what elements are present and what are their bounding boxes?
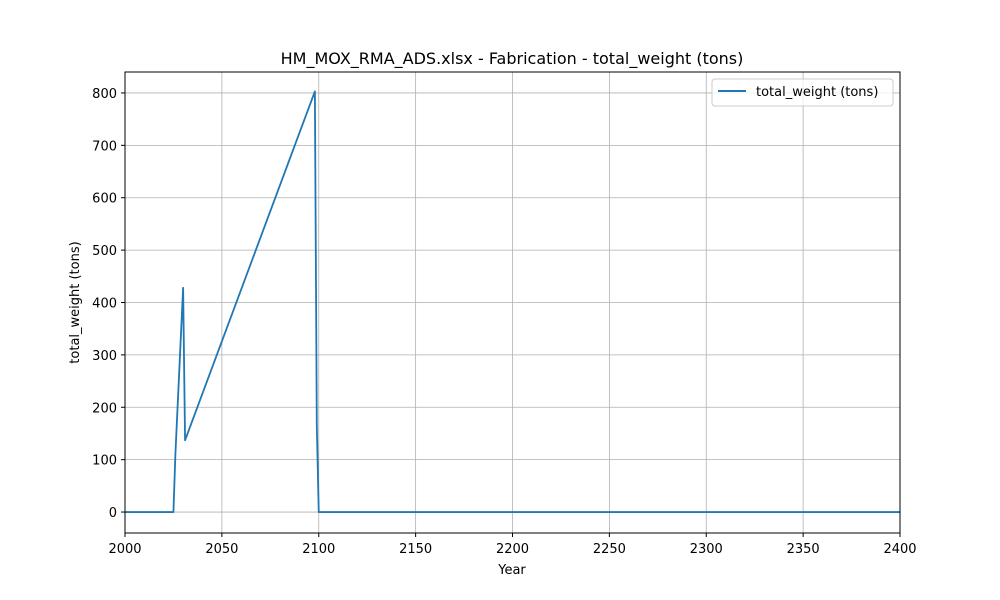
x-tick-label: 2400 bbox=[883, 542, 916, 557]
x-tick-label: 2100 bbox=[302, 542, 335, 557]
y-tick-label: 400 bbox=[92, 297, 117, 312]
x-axis: 2000 2050 2100 2150 2200 2250 2300 2350 2400 bbox=[108, 533, 917, 557]
x-axis-label: Year bbox=[497, 563, 526, 578]
x-tick-label: 2350 bbox=[787, 542, 820, 557]
y-tick-label: 0 bbox=[109, 506, 117, 521]
y-tick-label: 800 bbox=[92, 87, 117, 102]
legend-label: total_weight (tons) bbox=[756, 85, 878, 100]
y-tick-label: 700 bbox=[92, 139, 117, 154]
x-tick-label: 2300 bbox=[690, 542, 723, 557]
x-tick-label: 2050 bbox=[205, 542, 238, 557]
x-tick-label: 2000 bbox=[108, 542, 141, 557]
x-tick-label: 2250 bbox=[593, 542, 626, 557]
y-tick-label: 100 bbox=[92, 454, 117, 469]
x-tick-label: 2200 bbox=[496, 542, 529, 557]
y-tick-label: 600 bbox=[92, 192, 117, 207]
series-line bbox=[125, 90, 900, 513]
legend-box bbox=[711, 78, 894, 107]
x-tick-label: 2150 bbox=[399, 542, 432, 557]
y-tick-label: 200 bbox=[92, 401, 117, 416]
y-axis: 0 100 200 300 400 500 600 700 800 bbox=[92, 87, 125, 521]
y-tick-label: 300 bbox=[92, 349, 117, 364]
chart-title: HM_MOX_RMA_ADS.xlsx - Fabrication - tota… bbox=[281, 49, 744, 69]
y-tick-label: 500 bbox=[92, 244, 117, 259]
legend: total_weight (tons) bbox=[711, 78, 894, 107]
plot-series bbox=[125, 90, 900, 513]
y-axis-label: total_weight (tons) bbox=[68, 241, 83, 363]
